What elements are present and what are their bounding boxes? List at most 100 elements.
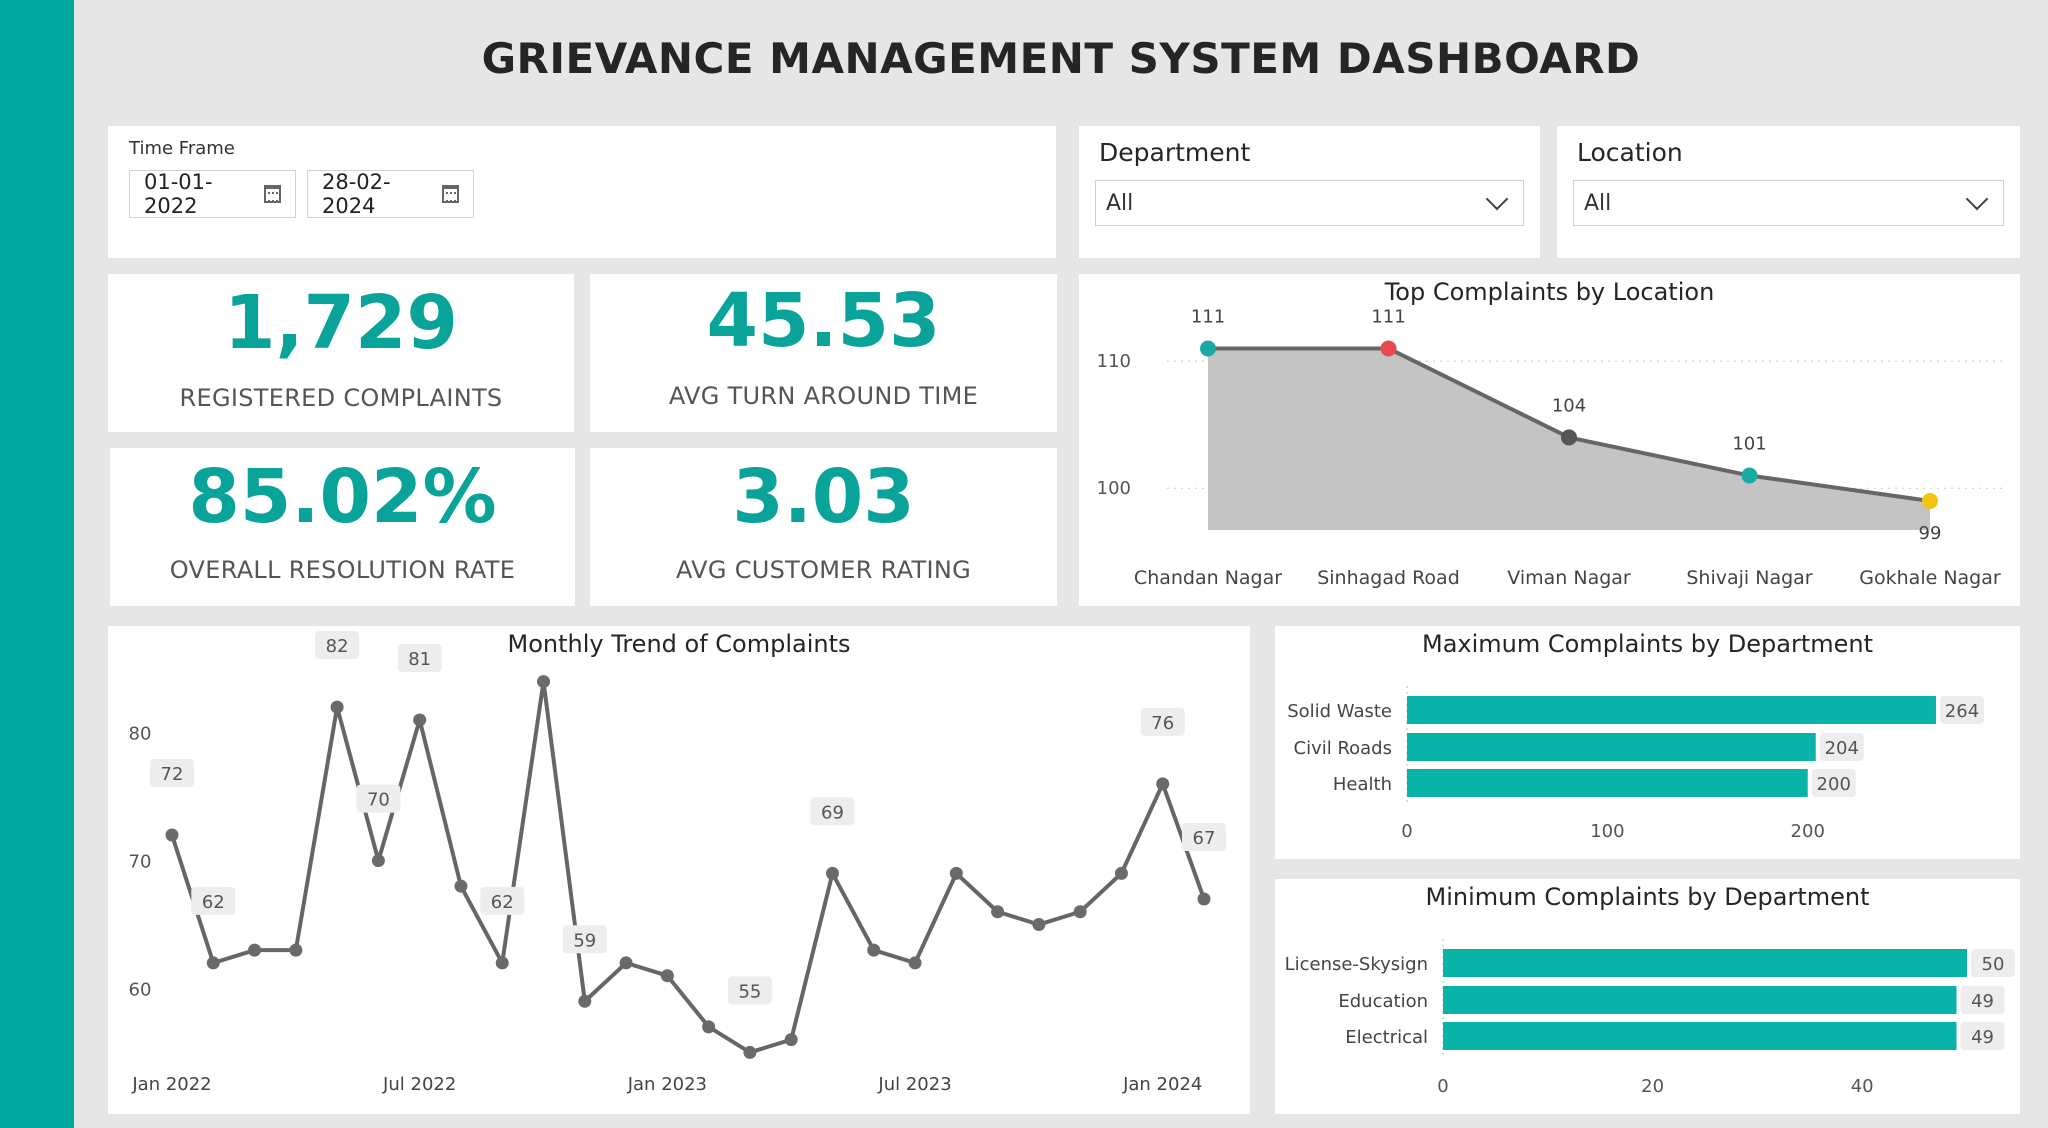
data-point [454, 879, 468, 893]
kpi-label: AVG CUSTOMER RATING [675, 556, 972, 584]
min-complaints-card: Minimum Complaints by Department License… [1275, 879, 2020, 1114]
category-label: Civil Roads [1294, 738, 1393, 759]
data-label: 62 [491, 892, 514, 913]
y-tick-label: 100 [1097, 478, 1131, 499]
data-label: 200 [1817, 774, 1851, 795]
data-point [1156, 777, 1170, 791]
data-label: 99 [1919, 523, 1942, 544]
data-point [289, 943, 303, 957]
data-point [1073, 905, 1087, 919]
end-date-value: 28-02-2024 [322, 170, 391, 218]
data-point [165, 828, 179, 842]
kpi-card-registered-complaints: 1,729 REGISTERED COMPLAINTS [108, 274, 574, 432]
max-complaints-bar-chart: Solid Waste 264 Civil Roads 204 Health 200 0 10… [1287, 686, 1984, 842]
data-point [949, 866, 963, 880]
location-area-chart: 100 110 111 Chandan Nagar 111 Sinhagad Road 10… [1097, 306, 2004, 589]
y-tick-label: 80 [129, 724, 152, 745]
kpi-label: REGISTERED COMPLAINTS [179, 384, 503, 412]
data-label-bg [150, 759, 194, 788]
data-label: 50 [1982, 954, 2005, 975]
data-point [867, 943, 881, 957]
bar [1407, 696, 1936, 724]
x-tick-label: 0 [1401, 821, 1412, 842]
bar [1443, 949, 1967, 977]
data-point [784, 1033, 798, 1047]
data-point [660, 969, 674, 983]
data-point [578, 994, 592, 1008]
data-point [619, 956, 633, 970]
kpi-value: 1,729 [223, 280, 459, 366]
kpi-value: 3.03 [732, 454, 915, 540]
data-label-bg [356, 784, 401, 813]
start-date-input[interactable]: 01-01-2022 [129, 170, 296, 218]
x-tick-label: Shivaji Nagar [1686, 567, 1812, 589]
data-label: 49 [1971, 1027, 1994, 1048]
x-tick-label: 0 [1437, 1076, 1448, 1097]
data-point [1200, 340, 1216, 357]
data-label-bg [1140, 707, 1185, 736]
kpi-label: OVERALL RESOLUTION RATE [169, 556, 516, 584]
data-point [537, 675, 551, 689]
data-point [1380, 340, 1397, 357]
calendar-icon[interactable] [264, 185, 281, 203]
monthly-trend-card: Monthly Trend of Complaints 60 70 80 Jan 20… [108, 626, 1250, 1114]
chevron-down-icon[interactable] [1485, 187, 1509, 211]
chart-title: Top Complaints by Location [1384, 278, 1715, 306]
y-tick-label: 60 [129, 979, 152, 1000]
department-dropdown[interactable]: All [1095, 180, 1524, 226]
data-point [1561, 429, 1577, 446]
bar [1443, 986, 1957, 1014]
x-tick-label: Chandan Nagar [1134, 567, 1282, 589]
data-label: 67 [1193, 828, 1216, 849]
x-tick-label: Jan 2024 [1122, 1074, 1202, 1095]
data-label: 82 [326, 636, 349, 657]
calendar-icon[interactable] [442, 185, 459, 203]
data-label: 49 [1971, 991, 1994, 1012]
start-date-value: 01-01-2022 [144, 170, 213, 218]
kpi-label: AVG TURN AROUND TIME [668, 382, 979, 410]
data-point [908, 956, 922, 970]
location-dropdown[interactable]: All [1573, 180, 2004, 226]
x-tick-label: 40 [1851, 1076, 1874, 1097]
data-label-bg [1939, 696, 1984, 724]
kpi-value: 85.02% [188, 454, 497, 540]
min-complaints-bar-chart: License-Skysign 50 Education 49 Electrical 49… [1285, 939, 2015, 1097]
data-label: 76 [1151, 713, 1174, 734]
end-date-input[interactable]: 28-02-2024 [307, 170, 474, 218]
data-label-bg [1971, 949, 2015, 977]
data-label-bg [1182, 822, 1226, 851]
data-point [1032, 918, 1046, 932]
data-label: 70 [367, 790, 390, 811]
category-label: Solid Waste [1287, 701, 1392, 722]
chevron-down-icon[interactable] [1965, 187, 1989, 211]
data-point [371, 854, 385, 868]
y-tick-label: 110 [1097, 351, 1131, 372]
data-point [248, 943, 262, 957]
data-point [991, 905, 1005, 919]
data-label-bg [191, 886, 236, 915]
data-point [1741, 467, 1758, 484]
data-point [825, 866, 839, 880]
monthly-trend-line-chart: 60 70 80 Jan 2022 Jul 2022 Jan 2023 Jul 2023 Ja… [129, 631, 1226, 1095]
data-label: 204 [1825, 738, 1859, 759]
data-point [1922, 492, 1938, 509]
y-tick-label: 70 [129, 852, 152, 873]
department-label: Department [1099, 138, 1251, 167]
page-title: GRIEVANCE MANAGEMENT SYSTEM DASHBOARD [481, 34, 1641, 83]
data-point [743, 1045, 757, 1059]
data-point [495, 956, 509, 970]
max-complaints-card: Maximum Complaints by Department Solid W… [1275, 626, 2020, 859]
data-point [702, 1020, 716, 1034]
data-label-bg [397, 643, 442, 672]
bar [1407, 733, 1816, 761]
chart-title: Monthly Trend of Complaints [507, 630, 851, 658]
data-label-bg [1960, 1022, 2005, 1050]
category-label: Electrical [1345, 1027, 1428, 1048]
data-label-bg [810, 797, 855, 826]
x-tick-label: 100 [1590, 821, 1624, 842]
category-label: License-Skysign [1285, 954, 1428, 975]
x-tick-label: Jul 2022 [382, 1074, 456, 1095]
data-label-bg [727, 976, 772, 1005]
data-point [1197, 892, 1211, 906]
x-tick-label: 200 [1791, 821, 1825, 842]
